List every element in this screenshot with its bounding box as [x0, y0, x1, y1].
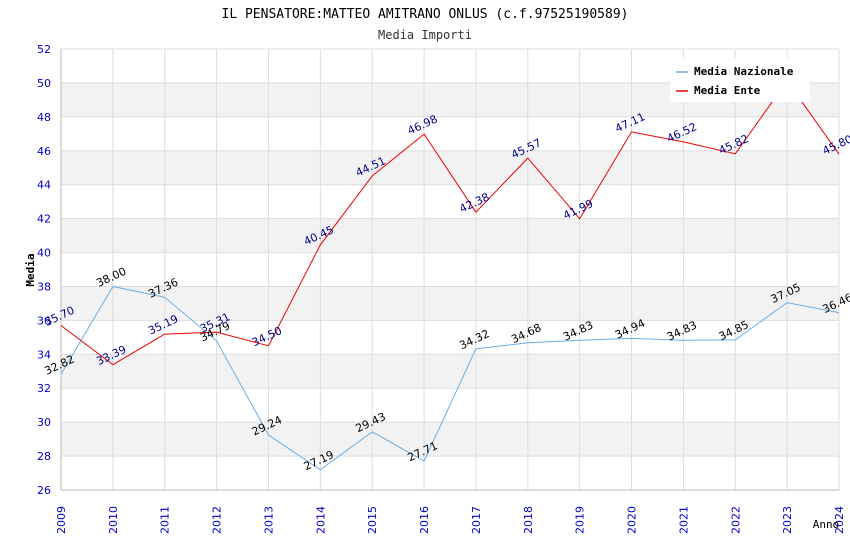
x-tick-label-2021: 2021 [677, 506, 690, 534]
chart-title: IL PENSATORE:MATTEO AMITRANO ONLUS (c.f.… [222, 7, 629, 22]
x-tick-label-2018: 2018 [522, 506, 535, 534]
data-label-media-nazionale-2017: 34.32 [457, 327, 491, 352]
background-band [61, 218, 839, 253]
y-tick-label: 52 [37, 43, 51, 56]
y-tick-label: 32 [37, 382, 51, 395]
data-label-media-ente-2017: 42.38 [457, 190, 491, 215]
plot-background-bands [61, 82, 839, 457]
x-tick-label-2022: 2022 [729, 506, 742, 534]
series-lines [60, 80, 840, 471]
background-band [61, 354, 839, 389]
x-tick-label-2016: 2016 [418, 506, 431, 534]
y-tick-label: 46 [37, 145, 51, 158]
y-tick-label: 40 [37, 247, 51, 260]
y-axis-label: Media [24, 253, 37, 286]
x-tick-label-2015: 2015 [366, 506, 379, 534]
x-tick-label-2017: 2017 [470, 506, 483, 534]
series-line-media-ente [60, 80, 840, 366]
y-tick-label: 28 [37, 450, 51, 463]
y-tick-label: 30 [37, 416, 51, 429]
grid-lines [60, 48, 840, 491]
y-axis-ticks: 26 28 30 32 34 36 38 40 42 44 46 48 50 52 [37, 43, 51, 497]
y-tick-label: 36 [37, 314, 51, 327]
legend: Media Nazionale Media Ente [670, 58, 810, 102]
x-tick-label-2011: 2011 [159, 506, 172, 534]
x-tick-label-2010: 2010 [107, 506, 120, 534]
y-tick-label: 48 [37, 111, 51, 124]
x-tick-label-2009: 2009 [55, 506, 68, 534]
y-tick-label: 38 [37, 280, 51, 293]
legend-label-media-ente: Media Ente [694, 84, 761, 97]
x-tick-label-2020: 2020 [626, 506, 639, 534]
x-axis-label: Anno [813, 518, 840, 531]
x-tick-label-2019: 2019 [574, 506, 587, 534]
x-axis-ticks: 2009 2010 2011 2012 2013 2014 2015 2016 2017 2018… [55, 506, 846, 534]
x-tick-label-2024: 2024 [833, 506, 846, 534]
y-tick-label: 34 [37, 348, 51, 361]
chart-subtitle: Media Importi [378, 28, 472, 42]
series-line-media-nazionale [60, 285, 840, 471]
y-tick-label: 50 [37, 77, 51, 90]
x-tick-label-2012: 2012 [211, 506, 224, 534]
x-tick-label-2013: 2013 [262, 506, 275, 534]
data-label-media-ente-2009: 35.70 [42, 304, 76, 329]
x-tick-label-2014: 2014 [314, 506, 327, 534]
background-band [61, 286, 839, 321]
legend-box [670, 58, 810, 102]
x-tick-label-2023: 2023 [781, 506, 794, 534]
y-tick-label: 26 [37, 484, 51, 497]
y-tick-label: 42 [37, 213, 51, 226]
background-band [61, 422, 839, 457]
background-band [61, 150, 839, 185]
legend-label-media-nazionale: Media Nazionale [694, 65, 794, 78]
y-tick-label: 44 [37, 179, 51, 192]
